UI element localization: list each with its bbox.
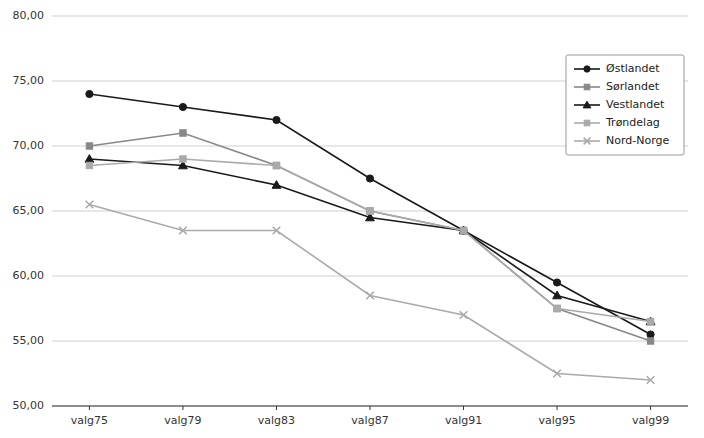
- legend-label: Nord-Norge: [606, 134, 670, 147]
- grid-line: [52, 16, 688, 17]
- data-point: [367, 208, 373, 214]
- x-tick: [650, 406, 651, 410]
- data-point: [460, 311, 468, 319]
- y-tick-label: 50,00: [13, 399, 45, 412]
- legend-label: Trøndelag: [605, 116, 660, 129]
- data-point: [86, 143, 92, 149]
- data-point: [366, 175, 373, 182]
- data-point: [85, 155, 94, 163]
- grid-line: [52, 276, 688, 277]
- data-point: [86, 201, 94, 209]
- x-tick-label: valg87: [351, 414, 388, 427]
- data-point: [179, 227, 187, 235]
- data-point: [273, 162, 279, 168]
- legend-marker: [584, 138, 591, 145]
- x-tick: [370, 406, 371, 410]
- x-tick: [276, 406, 277, 410]
- x-tick: [182, 406, 183, 410]
- data-point: [366, 292, 374, 300]
- data-point: [86, 90, 93, 97]
- y-tick-label: 60,00: [13, 269, 45, 282]
- x-tick-label: valg79: [164, 414, 201, 427]
- x-tick: [89, 406, 90, 410]
- legend-marker: [583, 101, 591, 108]
- x-tick-label: valg91: [445, 414, 482, 427]
- data-point: [460, 227, 466, 233]
- data-point: [180, 156, 186, 162]
- legend-label: Vestlandet: [606, 98, 665, 111]
- data-point: [273, 227, 281, 235]
- data-point: [647, 338, 653, 344]
- legend-marker: [584, 66, 590, 72]
- legend-label: Østlandet: [606, 62, 660, 75]
- data-point: [647, 331, 654, 338]
- y-tick-label: 55,00: [13, 334, 45, 347]
- data-point: [273, 162, 279, 168]
- y-tick-label: 80,00: [13, 9, 45, 22]
- y-tick-label: 75,00: [13, 74, 45, 87]
- x-tick-label: valg99: [632, 414, 669, 427]
- legend-marker: [584, 84, 590, 90]
- x-tick-label: valg83: [258, 414, 295, 427]
- x-tick: [463, 406, 464, 410]
- data-point: [273, 116, 280, 123]
- data-point: [272, 181, 281, 189]
- data-point: [554, 305, 560, 311]
- series-line: [89, 205, 650, 381]
- legend-label: Sørlandet: [606, 80, 660, 93]
- data-point: [459, 226, 468, 234]
- data-point: [553, 279, 560, 286]
- legend-marker: [584, 120, 590, 126]
- data-point: [647, 318, 653, 324]
- series-line: [89, 159, 650, 322]
- y-tick-label: 65,00: [13, 204, 45, 217]
- legend: Østlandet Sørlandet Vestlandet Trøndelag Nor…: [566, 55, 684, 155]
- data-point: [553, 370, 561, 378]
- data-point: [553, 291, 562, 299]
- y-tick-label: 70,00: [13, 139, 45, 152]
- x-tick-label: valg75: [71, 414, 108, 427]
- data-point: [646, 317, 655, 325]
- x-tick: [557, 406, 558, 410]
- x-tick-label: valg95: [538, 414, 575, 427]
- data-point: [180, 130, 186, 136]
- data-point: [86, 162, 92, 168]
- data-point: [460, 227, 467, 234]
- grid-line: [52, 341, 688, 342]
- series-line: [89, 133, 650, 341]
- data-point: [554, 305, 560, 311]
- chart: 50,00 55,00 60,00 65,00 70,00 75,00 80,00 valg7…: [0, 0, 704, 438]
- data-point: [367, 208, 373, 214]
- series-line: [89, 159, 650, 322]
- data-point: [460, 227, 466, 233]
- legend-frame: [566, 55, 684, 155]
- data-point: [179, 103, 186, 110]
- grid: [52, 16, 688, 406]
- data-point: [647, 376, 655, 384]
